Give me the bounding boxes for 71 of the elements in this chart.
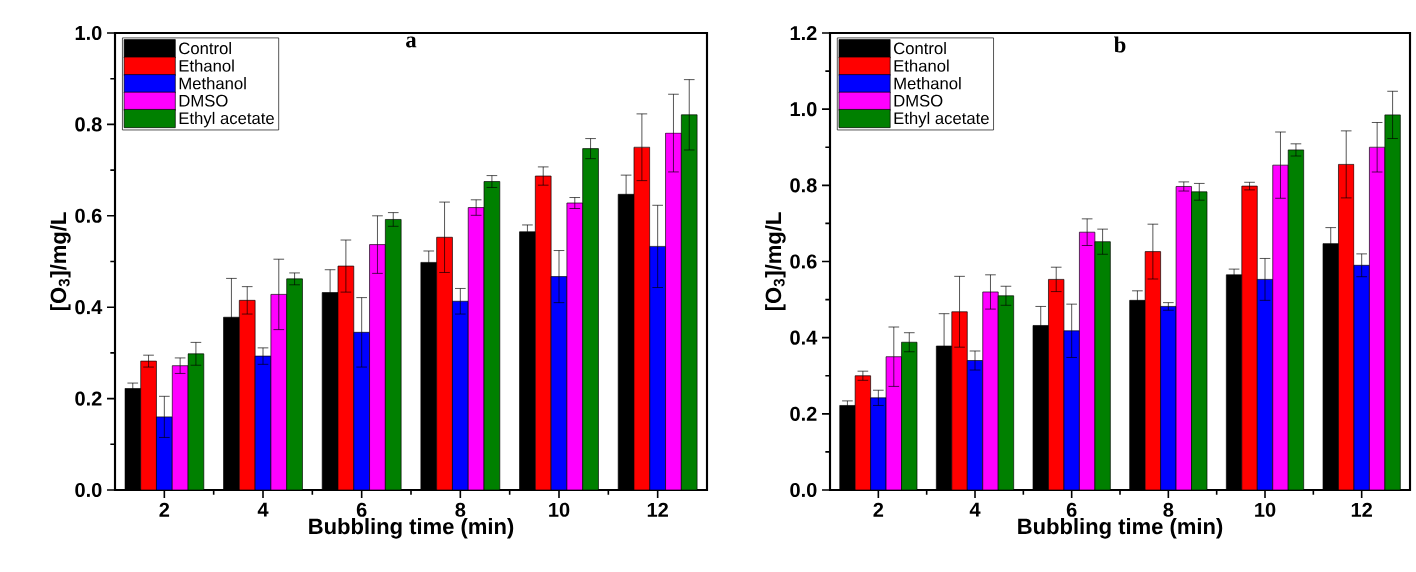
x-axis-title: Bubbling time (min) (309, 518, 514, 539)
x-tick-label: 4 (257, 502, 269, 517)
bar (187, 353, 205, 490)
y-tick-label: 0.4 (75, 300, 103, 315)
bar (534, 175, 552, 490)
bar (452, 300, 469, 490)
bar (286, 278, 303, 490)
bar (140, 360, 157, 490)
bar (1160, 306, 1177, 490)
y-tick-label: 0.6 (75, 208, 102, 223)
bar (1256, 279, 1274, 490)
x-tick-label: 8 (1163, 502, 1174, 517)
legend-label: DMSO (894, 94, 943, 107)
legend-label: DMSO (179, 94, 228, 107)
x-tick-label: 12 (647, 502, 668, 517)
x-tick-label: 10 (1255, 502, 1276, 517)
legend-label: Ethyl acetate (179, 111, 274, 128)
bar (885, 356, 902, 490)
y-tick-label: 1.2 (790, 26, 817, 40)
y-tick-label: 0.0 (790, 482, 817, 498)
bar (550, 276, 568, 490)
bar (982, 291, 999, 490)
y-tick-label: 0.2 (790, 406, 817, 421)
bar (582, 148, 599, 490)
y-tick-label: 0.4 (790, 330, 818, 345)
x-tick-label: 8 (455, 502, 466, 517)
y-tick-label: 0.0 (75, 482, 102, 498)
legend-label: Methanol (179, 77, 246, 90)
x-tick-label: 2 (873, 502, 884, 517)
bar (436, 236, 453, 490)
bar (1272, 164, 1289, 490)
bar (966, 360, 984, 490)
bar (483, 181, 501, 490)
x-tick-label: 6 (1066, 502, 1077, 517)
bar (385, 219, 402, 490)
y-axis-title: [O$_{3}$]/mg/L (765, 212, 786, 311)
bar (337, 265, 355, 490)
legend-label: Ethyl acetate (894, 111, 989, 128)
legend-label: Methanol (894, 77, 961, 90)
chart-title: b (1114, 36, 1126, 53)
x-tick-label: 12 (1351, 502, 1372, 517)
y-tick-label: 0.8 (75, 117, 102, 132)
y-tick-label: 0.2 (75, 391, 102, 406)
bar (1063, 330, 1080, 490)
y-tick-label: 1.0 (75, 25, 102, 41)
bar (353, 331, 370, 490)
y-tick-label: 1.0 (790, 102, 817, 117)
legend-label: Ethanol (894, 59, 949, 72)
bar (681, 114, 698, 490)
bar (1079, 231, 1096, 490)
legend-label: Ethanol (179, 59, 234, 72)
bar (1175, 186, 1192, 490)
bar (633, 146, 651, 490)
x-tick-label: 6 (356, 502, 367, 517)
bar (1369, 146, 1386, 490)
x-axis-title: Bubbling time (min) (1018, 518, 1223, 539)
bar (156, 416, 173, 490)
x-tick-label: 2 (159, 502, 170, 517)
legend-label: Control (894, 42, 946, 55)
y-tick-label: 0.6 (790, 254, 817, 269)
x-tick-label: 10 (549, 502, 570, 517)
bar (254, 355, 272, 490)
y-axis-title: [O$_{3}$]/mg/L (50, 212, 71, 311)
legend-label: Control (179, 42, 231, 55)
bar (238, 300, 256, 490)
bar (649, 246, 666, 490)
bar (1353, 264, 1370, 490)
x-tick-label: 4 (969, 502, 981, 517)
chart-title: a (406, 36, 417, 48)
bar (870, 397, 887, 490)
y-tick-label: 0.8 (790, 178, 817, 193)
